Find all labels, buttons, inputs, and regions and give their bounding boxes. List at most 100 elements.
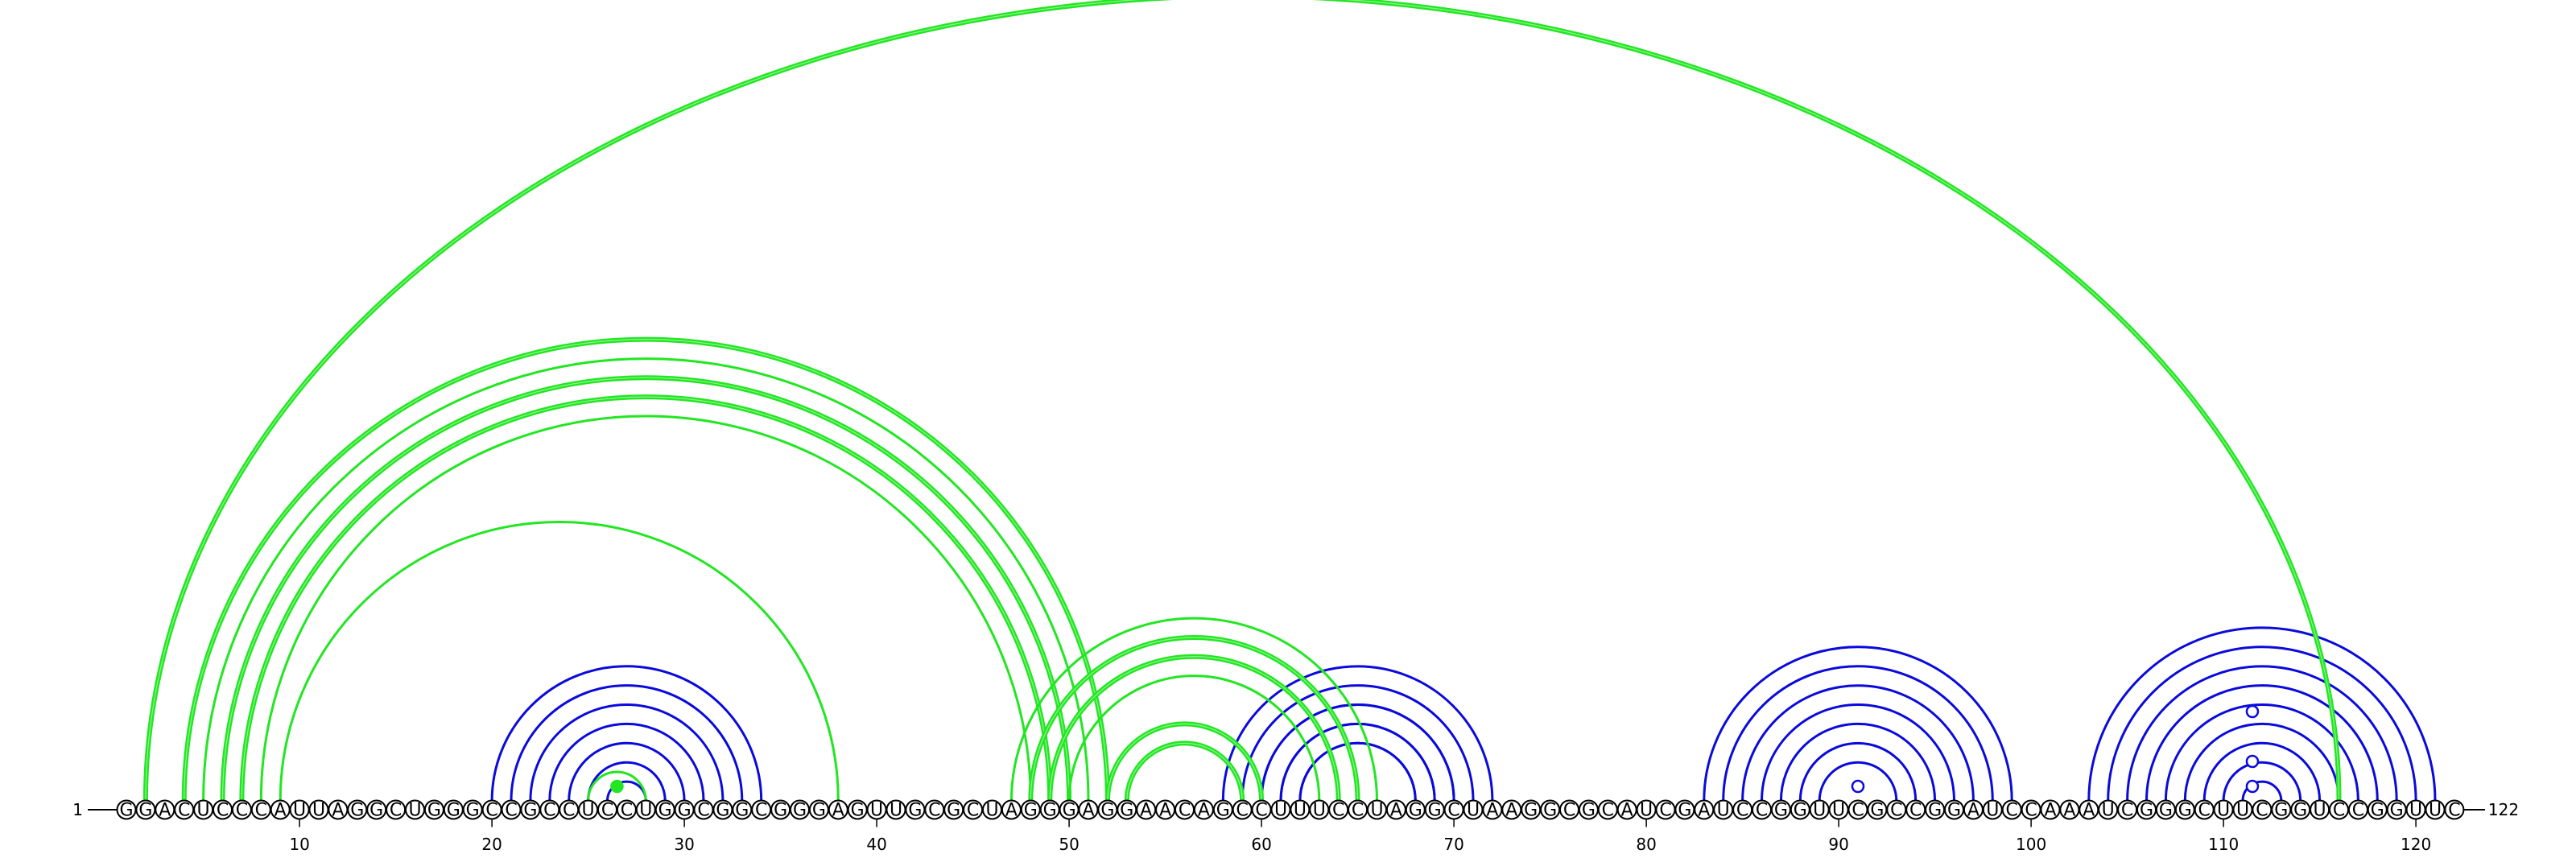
residue-circle — [2444, 799, 2465, 820]
residue-letter: C — [2448, 801, 2460, 821]
residue: U — [289, 799, 310, 821]
tick-label: 90 — [1828, 835, 1848, 854]
helix-arc — [2241, 780, 2283, 802]
residue: A — [1963, 799, 1984, 821]
residue-letter: C — [1659, 801, 1671, 821]
residue-letter: U — [2217, 801, 2230, 821]
residue: C — [481, 799, 502, 821]
residue-letter: U — [1467, 801, 1480, 821]
residue-letter: G — [735, 801, 749, 821]
tick-label: 80 — [1636, 835, 1656, 854]
arc-marker — [2245, 754, 2260, 769]
residue: A — [1694, 799, 1715, 821]
residue-letter: C — [1352, 801, 1364, 821]
residue: G — [943, 799, 964, 821]
residue: A — [1001, 799, 1022, 821]
residue-letter: C — [217, 801, 229, 821]
residue-letter: G — [1928, 801, 1942, 821]
residue: G — [654, 799, 675, 821]
residue-letter: C — [1332, 801, 1344, 821]
residue-letter: C — [755, 801, 767, 821]
residue: A — [2059, 799, 2080, 821]
tick-label: 110 — [2208, 835, 2239, 854]
residue: G — [1039, 799, 1060, 821]
pseudoknot-arc — [202, 357, 1090, 802]
residue-letter: U — [293, 801, 306, 821]
residue: G — [1405, 799, 1426, 821]
helix-arc — [2222, 761, 2302, 802]
residue: G — [1117, 799, 1137, 821]
residue-letter: A — [1198, 801, 1210, 821]
residue-letter: G — [851, 801, 865, 821]
residue: A — [1385, 799, 1406, 821]
residue: G — [1867, 799, 1888, 821]
residue-letter: G — [1774, 801, 1788, 821]
pseudoknot-arc — [1009, 617, 1378, 802]
residue: C — [2194, 799, 2215, 821]
residue: G — [770, 799, 791, 821]
residue: G — [2290, 799, 2311, 821]
helix-arc — [1779, 722, 1937, 802]
sequence-end-label: 122 — [2488, 800, 2519, 819]
residue-letter: G — [466, 801, 480, 821]
residue: C — [1232, 799, 1253, 821]
pseudoknot-arc-highlight — [145, 0, 2340, 802]
residue-letter: A — [2063, 801, 2075, 821]
residue: U — [886, 799, 906, 821]
residue-letter: G — [138, 801, 152, 821]
residue: C — [2347, 799, 2368, 821]
residue: G — [808, 799, 829, 821]
residue-letter: C — [255, 801, 267, 821]
residue-letter: U — [312, 801, 325, 821]
residue-letter: U — [408, 801, 421, 821]
residue: U — [1982, 799, 2003, 821]
helix-arc — [1722, 665, 1994, 802]
residue: C — [2252, 799, 2273, 821]
residue-letter: G — [1409, 801, 1422, 821]
pseudoknot-arc-highlight — [184, 338, 1108, 802]
residue: A — [328, 799, 349, 821]
pseudoknot-arc-highlight — [221, 377, 1070, 802]
residue-letter: A — [159, 801, 171, 821]
residue: U — [405, 799, 425, 821]
residue: A — [155, 799, 175, 821]
residue: G — [1020, 799, 1041, 821]
residue-letter: G — [1043, 801, 1057, 821]
pseudoknot-arc-highlight — [1126, 742, 1243, 802]
helix-arc — [1761, 703, 1955, 802]
residue-letter: G — [1024, 801, 1038, 821]
helix-arc — [2164, 703, 2359, 802]
residue-letter: A — [2044, 801, 2056, 821]
arc-marker — [610, 779, 624, 794]
residue-letter: A — [1486, 801, 1498, 821]
residue: C — [1348, 799, 1368, 821]
residue-letter: U — [1640, 801, 1653, 821]
residue-letter: G — [1216, 801, 1230, 821]
pseudoknot-arc — [1104, 721, 1265, 802]
residue: C — [539, 799, 560, 821]
residue-letter: C — [1736, 801, 1748, 821]
residue: G — [2136, 799, 2157, 821]
residue-letter: U — [890, 801, 902, 821]
residue: C — [1886, 799, 1907, 821]
residue-letter: G — [2293, 801, 2307, 821]
residue-letter: C — [2121, 801, 2133, 821]
residue: C — [1905, 799, 1926, 821]
residue-letter: C — [621, 801, 633, 821]
arcs-layer — [142, 0, 2437, 802]
residue: A — [1501, 799, 1522, 821]
residue: G — [1674, 799, 1695, 821]
residue: G — [2174, 799, 2195, 821]
residue: G — [847, 799, 868, 821]
residue-letter: C — [2006, 801, 2018, 821]
residue-letter: A — [1505, 801, 1517, 821]
arc-marker — [1851, 779, 1865, 794]
residue-letter: U — [2314, 801, 2326, 821]
residue-letter: G — [1524, 801, 1538, 821]
residue-letter: C — [967, 801, 979, 821]
sequence-start-label: 1 — [72, 800, 83, 819]
residue-letter: C — [2256, 801, 2268, 821]
pseudoknot-arc — [142, 0, 2342, 802]
tick-label: 70 — [1443, 835, 1463, 854]
